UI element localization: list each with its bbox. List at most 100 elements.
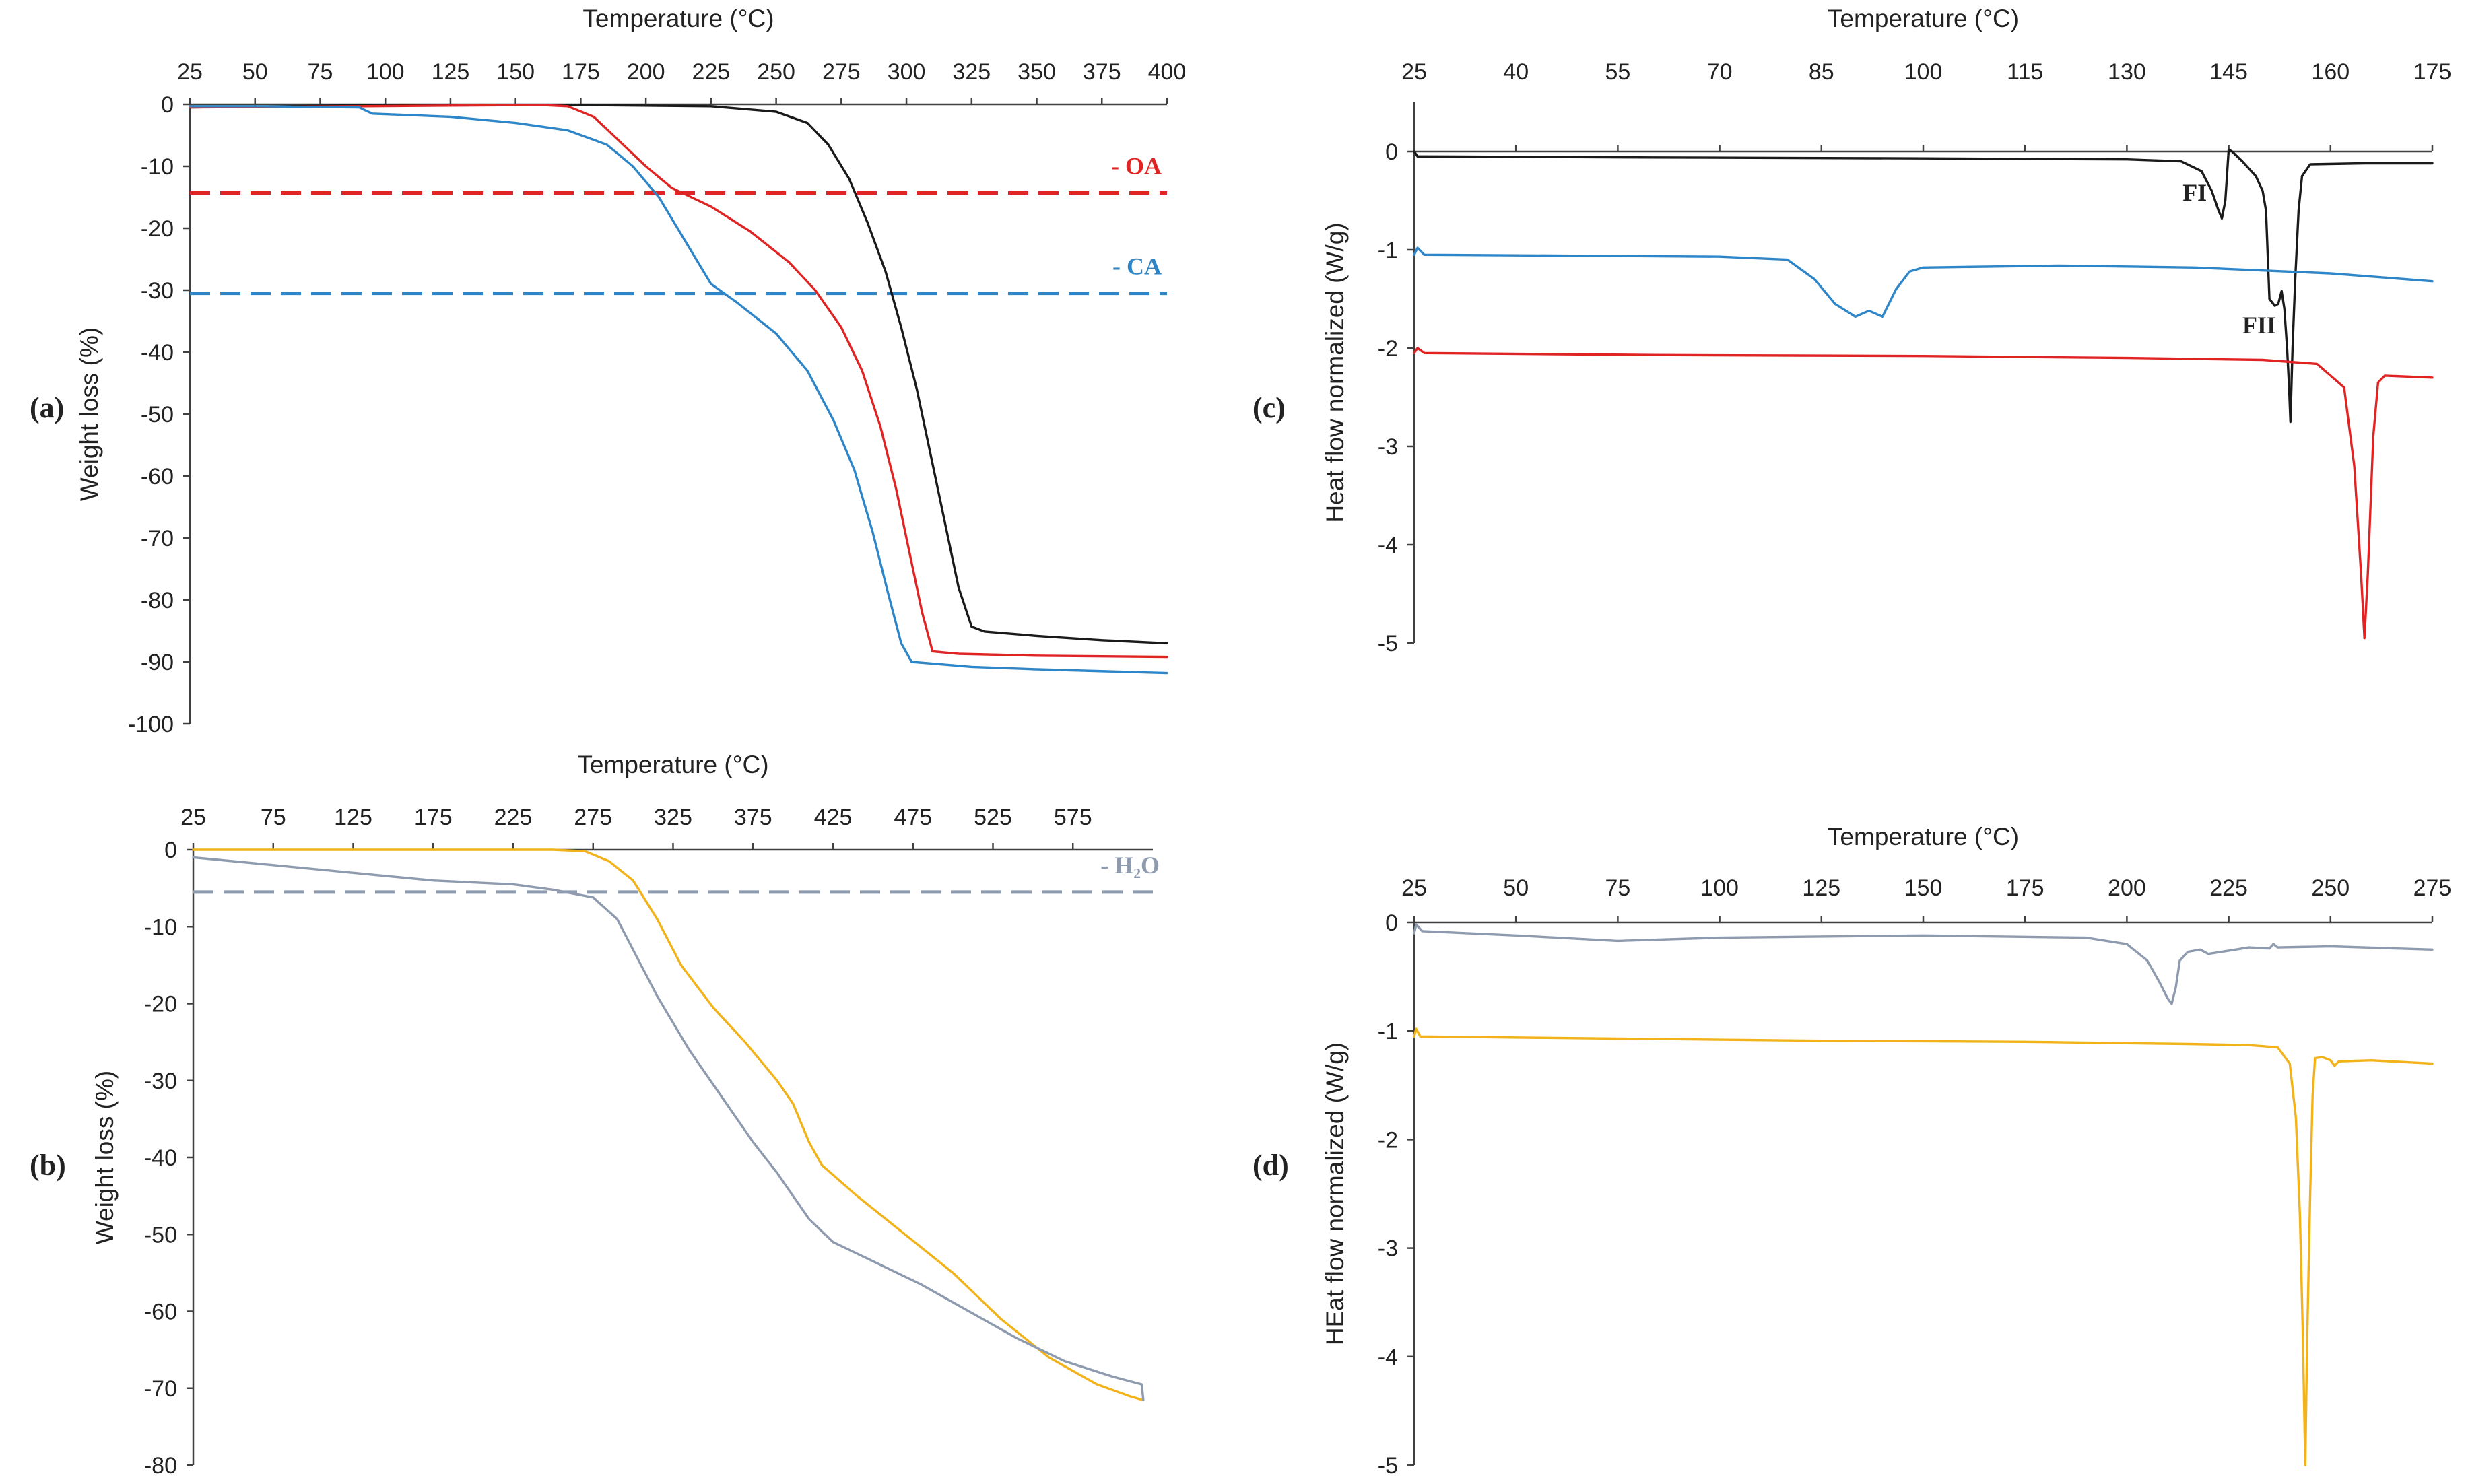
x-tick-label: 325 <box>952 59 991 85</box>
x-tick-label: 350 <box>1018 59 1056 85</box>
y-tick-label: -2 <box>1378 1127 1398 1153</box>
x-tick-label: 425 <box>814 805 853 830</box>
x-tick-label: 525 <box>974 805 1012 830</box>
x-tick-label: 375 <box>1083 59 1121 85</box>
y-tick-label: -1 <box>1378 1019 1398 1044</box>
annotation-label: FII <box>2242 312 2276 339</box>
y-axis-title: HEat flow normalized (W/g) <box>1321 1042 1349 1345</box>
panel-label: (c) <box>1253 391 1286 424</box>
x-axis-title: Temperature (°C) <box>582 5 774 32</box>
x-tick-label: 250 <box>757 59 795 85</box>
series-black <box>189 104 1168 645</box>
series-red <box>1413 347 2434 640</box>
y-tick-label: -10 <box>141 154 174 180</box>
y-tick-label: -3 <box>1378 1236 1398 1262</box>
x-tick-label: 160 <box>2311 59 2350 85</box>
y-tick-label: -10 <box>144 914 177 940</box>
reference-label: - H₂O <box>1100 852 1160 879</box>
x-tick-label: 70 <box>1707 59 1733 85</box>
chart-panel-c: (c) Temperature (°C) Heat flow normalized … <box>1253 5 2451 656</box>
series-grey <box>192 856 1145 1401</box>
y-tick-label: -20 <box>144 992 177 1017</box>
x-tick-label: 175 <box>562 59 600 85</box>
x-tick-label: 125 <box>334 805 372 830</box>
x-tick-label: 325 <box>654 805 692 830</box>
x-tick-label: 150 <box>1904 875 1943 901</box>
series-red <box>189 104 1168 659</box>
reference-label: - OA <box>1111 153 1162 180</box>
y-tick-label: -80 <box>144 1453 177 1479</box>
chart-panel-d: (d) Temperature (°C) HEat flow normalized … <box>1253 823 2451 1479</box>
x-tick-label: 85 <box>1809 59 1834 85</box>
series-blue <box>189 105 1168 675</box>
y-tick-label: -100 <box>128 712 174 737</box>
x-tick-label: 50 <box>1503 875 1529 901</box>
y-tick-label: -50 <box>144 1222 177 1248</box>
x-tick-label: 475 <box>894 805 932 830</box>
y-tick-label: 0 <box>1385 910 1398 936</box>
y-tick-label: -1 <box>1378 238 1398 263</box>
y-tick-label: -60 <box>141 464 174 490</box>
y-tick-label: -50 <box>141 402 174 428</box>
chart-panel-b: (b) Temperature (°C) Weight loss (%) 25 75 12… <box>30 751 1160 1479</box>
y-tick-label: -60 <box>144 1300 177 1325</box>
y-tick-label: -70 <box>141 526 174 551</box>
x-tick-label: 75 <box>308 59 333 85</box>
y-tick-label: 0 <box>161 92 174 118</box>
panel-label: (d) <box>1253 1149 1289 1182</box>
series-blue <box>1413 246 2434 318</box>
y-tick-label: -2 <box>1378 336 1398 362</box>
y-tick-label: -70 <box>144 1376 177 1402</box>
y-tick-label: -5 <box>1378 631 1398 656</box>
series-yellow <box>192 848 1143 1401</box>
x-tick-label: 55 <box>1605 59 1630 85</box>
x-tick-label: 50 <box>242 59 268 85</box>
x-tick-label: 130 <box>2108 59 2146 85</box>
y-tick-label: -40 <box>144 1145 177 1171</box>
x-tick-label: 200 <box>627 59 665 85</box>
y-tick-label: -4 <box>1378 1345 1398 1370</box>
x-tick-label: 100 <box>1700 875 1739 901</box>
y-tick-label: -30 <box>144 1069 177 1094</box>
y-tick-label: -80 <box>141 588 174 613</box>
y-tick-label: -5 <box>1378 1453 1398 1479</box>
x-tick-label: 275 <box>574 805 612 830</box>
x-tick-label: 275 <box>2413 875 2452 901</box>
x-tick-label: 200 <box>2108 875 2146 901</box>
x-tick-label: 575 <box>1054 805 1092 830</box>
y-axis-title: Weight loss (%) <box>75 327 103 501</box>
chart-panel-a: (a) Temperature (°C) Weight loss (%) 25 50 75… <box>30 5 1186 737</box>
series-grey <box>1413 923 2434 1005</box>
y-tick-label: 0 <box>164 838 177 863</box>
x-axis-title: Temperature (°C) <box>577 751 768 778</box>
y-tick-label: -3 <box>1378 434 1398 460</box>
x-tick-label: 225 <box>692 59 730 85</box>
x-tick-label: 225 <box>494 805 533 830</box>
x-tick-label: 375 <box>734 805 772 830</box>
x-axis-title: Temperature (°C) <box>1828 5 2019 32</box>
x-tick-label: 100 <box>1904 59 1943 85</box>
y-tick-label: -20 <box>141 216 174 242</box>
x-tick-label: 125 <box>432 59 470 85</box>
x-tick-label: 225 <box>2209 875 2248 901</box>
y-axis-title: Heat flow normalized (W/g) <box>1321 222 1349 522</box>
x-tick-label: 115 <box>2007 59 2043 85</box>
x-tick-label: 400 <box>1148 59 1187 85</box>
x-tick-label: 300 <box>888 59 926 85</box>
x-tick-label: 150 <box>496 59 535 85</box>
x-tick-label: 250 <box>2311 875 2350 901</box>
x-tick-label: 125 <box>1802 875 1840 901</box>
x-tick-label: 175 <box>2006 875 2044 901</box>
y-axis-title: Weight loss (%) <box>91 1071 119 1244</box>
y-tick-label: -90 <box>141 650 174 675</box>
x-tick-label: 25 <box>1401 875 1427 901</box>
x-tick-label: 145 <box>2209 59 2248 85</box>
x-tick-label: 40 <box>1503 59 1529 85</box>
y-tick-label: -30 <box>141 278 174 304</box>
x-tick-label: 175 <box>414 805 453 830</box>
x-tick-label: 25 <box>180 805 206 830</box>
x-tick-label: 175 <box>2413 59 2452 85</box>
panel-label: (b) <box>30 1149 66 1182</box>
x-tick-label: 25 <box>177 59 203 85</box>
